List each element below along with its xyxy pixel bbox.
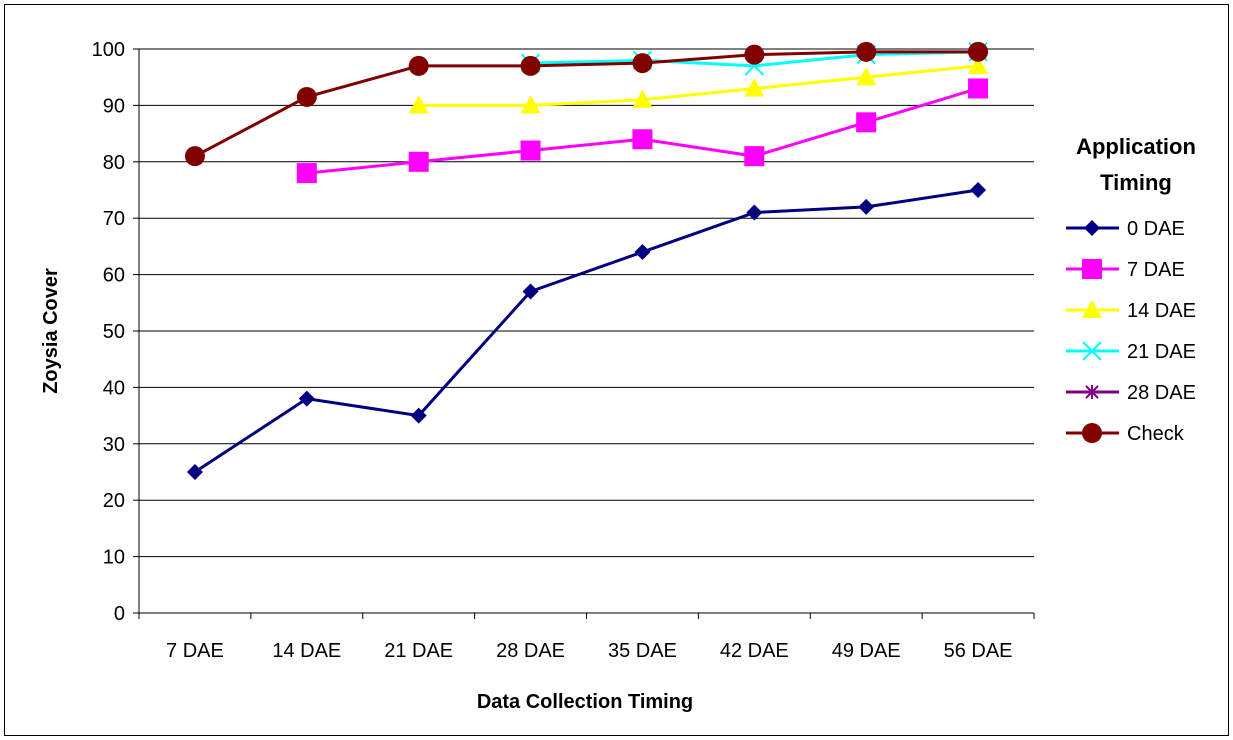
x-tick-label: 14 DAE — [272, 640, 341, 662]
y-tick-label: 60 — [103, 265, 125, 287]
legend-item-28-dae: 28 DAE — [1066, 382, 1196, 404]
series-line — [418, 64, 979, 107]
legend-title-line-1: Application — [1076, 134, 1196, 159]
legend-label: Check — [1127, 423, 1185, 445]
x-tick-label: 42 DAE — [720, 640, 789, 662]
y-tick-label: 90 — [103, 95, 125, 117]
chart-frame — [4, 4, 1229, 736]
y-axis-title: Zoysia Cover — [40, 268, 62, 394]
data-point-marker — [856, 67, 877, 86]
legend-label: 0 DAE — [1127, 218, 1185, 240]
data-point-marker — [746, 204, 763, 221]
series-0-dae — [186, 182, 987, 480]
data-point-marker — [968, 41, 989, 62]
data-point-marker — [856, 112, 877, 133]
series-line — [194, 50, 979, 158]
data-point-marker — [632, 89, 653, 108]
series-check — [184, 41, 989, 167]
x-tick-labels: 7 DAE 14 DAE 21 DAE 28 DAE 35 DAE 42 DAE 49 DA… — [166, 640, 1013, 662]
legend-marker — [1085, 385, 1099, 399]
series-line — [194, 188, 979, 474]
gridlines — [139, 48, 1034, 558]
x-tick-label: 28 DAE — [496, 640, 565, 662]
y-tick-label: 80 — [103, 152, 125, 174]
legend-marker — [1082, 341, 1102, 361]
data-point-marker — [408, 151, 429, 172]
axes — [133, 48, 1035, 619]
legend-marker — [1082, 300, 1102, 318]
data-point-marker — [184, 146, 205, 167]
y-tick-label: 50 — [103, 321, 125, 343]
y-tick-label: 100 — [92, 39, 125, 61]
series-7-dae — [296, 78, 989, 184]
data-point-marker — [634, 244, 651, 261]
data-point-marker — [520, 95, 541, 114]
data-point-marker — [408, 95, 429, 114]
data-point-marker — [408, 55, 429, 76]
data-series — [184, 41, 989, 480]
x-tick-label: 35 DAE — [608, 640, 677, 662]
data-point-marker — [296, 163, 317, 184]
y-tick-label: 0 — [114, 603, 125, 625]
data-point-marker — [744, 78, 765, 97]
legend-item-0-dae: 0 DAE — [1066, 218, 1185, 240]
legend-label: 7 DAE — [1127, 259, 1185, 281]
data-point-marker — [856, 41, 877, 62]
legend-item-7-dae: 7 DAE — [1066, 259, 1185, 281]
data-point-marker — [744, 44, 765, 65]
data-point-marker — [520, 140, 541, 161]
data-point-marker — [970, 182, 987, 198]
legend-marker — [1082, 259, 1102, 279]
legend: Application Timing 0 DAE 7 DAE 14 DAE 21 DA… — [1066, 134, 1196, 445]
legend-label: 14 DAE — [1127, 300, 1196, 322]
legend-item-21-dae: 21 DAE — [1066, 341, 1196, 363]
data-point-marker — [632, 53, 653, 74]
x-tick-label: 21 DAE — [384, 640, 453, 662]
y-tick-label: 70 — [103, 208, 125, 230]
legend-marker — [1082, 423, 1102, 443]
data-point-marker — [744, 146, 765, 167]
legend-label: 28 DAE — [1127, 382, 1196, 404]
data-point-marker — [968, 78, 989, 99]
x-tick-label: 49 DAE — [832, 640, 901, 662]
x-tick-label: 56 DAE — [944, 640, 1013, 662]
data-point-marker — [858, 198, 875, 215]
y-tick-label: 30 — [103, 434, 125, 456]
legend-title-line-2: Timing — [1100, 170, 1172, 195]
data-point-marker — [522, 283, 539, 300]
data-point-marker — [186, 464, 203, 480]
series-14-dae — [408, 55, 989, 114]
data-point-marker — [410, 407, 427, 424]
y-tick-label: 40 — [103, 377, 125, 399]
x-axis-title: Data Collection Timing — [477, 691, 693, 713]
x-tick-label: 7 DAE — [166, 640, 224, 662]
y-tick-label: 20 — [103, 490, 125, 512]
y-tick-label: 10 — [103, 547, 125, 569]
legend-marker — [1084, 220, 1100, 236]
data-point-marker — [632, 129, 653, 150]
data-point-marker — [968, 55, 989, 74]
data-point-marker — [298, 390, 315, 407]
data-point-marker — [520, 55, 541, 76]
legend-item-14-dae: 14 DAE — [1066, 300, 1196, 322]
legend-label: 21 DAE — [1127, 341, 1196, 363]
data-point-marker — [296, 86, 317, 107]
y-tick-labels: 0 10 20 30 40 50 60 70 80 90 100 — [92, 39, 125, 625]
legend-item-check: Check — [1066, 423, 1185, 445]
